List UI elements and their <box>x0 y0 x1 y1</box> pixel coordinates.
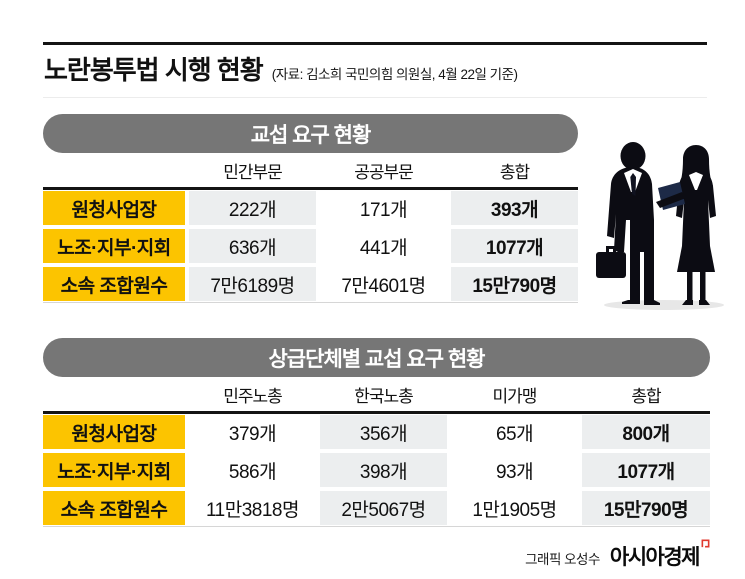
data-cell: 586개 <box>189 453 316 487</box>
top-rule <box>43 42 707 45</box>
data-cell: 636개 <box>189 229 316 263</box>
data-cell: 2만5067명 <box>320 491 447 525</box>
data-cell: 379개 <box>189 415 316 449</box>
column-header: 민간부문 <box>223 163 283 182</box>
row-header: 원청사업장 <box>43 191 185 225</box>
data-cell: 1077개 <box>451 229 578 263</box>
data-cell: 1만1905명 <box>451 491 578 525</box>
column-header: 민주노총 <box>223 387 283 406</box>
data-cell: 1077개 <box>582 453 710 487</box>
man-silhouette <box>596 142 660 305</box>
data-cell: 356개 <box>320 415 447 449</box>
brand-name: 아시아경제 <box>609 546 701 569</box>
data-cell: 7만4601명 <box>320 267 447 301</box>
brand-mark-icon <box>701 539 710 548</box>
data-cell: 7만6189명 <box>189 267 316 301</box>
section-title: 상급단체별 교섭 요구 현황 <box>268 347 485 371</box>
column-header-row: 민주노총 한국노총 미가맹 총합 <box>43 382 710 411</box>
data-cell: 222개 <box>189 191 316 225</box>
column-header: 미가맹 <box>492 387 538 406</box>
woman-silhouette <box>656 145 716 305</box>
table-body: 원청사업장 379개 356개 65개 800개 노조·지부·지회 586개 398개 93개 1… <box>43 411 710 527</box>
column-header-row: 민간부문 공공부문 총합 <box>43 158 578 187</box>
data-cell: 171개 <box>320 191 447 225</box>
row-header: 노조·지부·지회 <box>43 453 185 487</box>
column-header: 총합 <box>499 163 530 182</box>
data-cell: 65개 <box>451 415 578 449</box>
footer-credit: 그래픽 오성수 아시아경제 <box>525 539 710 571</box>
data-cell: 393개 <box>451 191 578 225</box>
data-cell: 800개 <box>582 415 710 449</box>
column-header: 한국노총 <box>354 387 414 406</box>
column-header: 공공부문 <box>354 163 414 182</box>
row-header: 노조·지부·지회 <box>43 229 185 263</box>
row-header: 소속 조합원수 <box>43 491 185 525</box>
section-title: 교섭 요구 현황 <box>250 123 372 147</box>
data-cell: 15만790명 <box>451 267 578 301</box>
row-header: 원청사업장 <box>43 415 185 449</box>
data-cell: 398개 <box>320 453 447 487</box>
source-note: (자료: 김소희 국민의힘 의원실, 4월 22일 기준) <box>271 67 518 82</box>
business-people-illustration <box>596 142 724 310</box>
data-cell: 15만790명 <box>582 491 710 525</box>
row-header: 소속 조합원수 <box>43 267 185 301</box>
section-bar-by-umbrella-group: 상급단체별 교섭 요구 현황 <box>43 338 710 377</box>
data-cell: 11만3818명 <box>189 491 316 525</box>
brand-logo: 아시아경제 <box>609 539 710 571</box>
section-bar-negotiation-status: 교섭 요구 현황 <box>43 114 578 153</box>
data-cell: 441개 <box>320 229 447 263</box>
data-cell: 93개 <box>451 453 578 487</box>
page-title: 노란봉투법 시행 현황 <box>44 55 264 85</box>
column-header: 총합 <box>631 387 661 406</box>
title-divider <box>43 97 707 98</box>
title-row: 노란봉투법 시행 현황 (자료: 김소희 국민의힘 의원실, 4월 22일 기준… <box>44 50 518 87</box>
graphic-credit: 그래픽 오성수 <box>525 552 600 567</box>
